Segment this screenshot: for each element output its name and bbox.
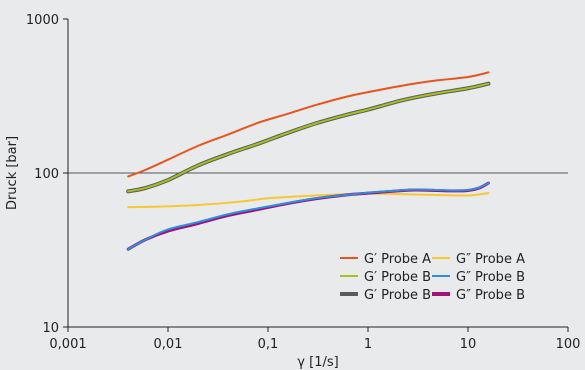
ticks-layer: 0,001 0,01 0,1 1 10 100 10 100 1000 [26,13,581,352]
legend-label-3: G′ Probe B [364,270,431,285]
x-tick-label: 0,001 [49,337,86,352]
legend: G′ Probe A G″ Probe A G′ Probe B G″ Probe B… [340,252,525,303]
y-tick-label: 1000 [26,13,59,28]
x-tick-label: 0,01 [154,337,183,352]
y-tick-label: 100 [34,167,59,182]
x-axis-label: γ [1/s] [297,355,338,370]
x-tick-label: 10 [460,337,477,352]
series-line-3 [126,81,491,194]
x-tick-label: 0,1 [258,337,279,352]
legend-label-5: G′ Probe B [364,288,431,303]
legend-label-1: G′ Probe A [364,252,431,267]
y-tick-label: 10 [42,321,59,336]
legend-label-6: G″ Probe B [456,288,525,303]
x-tick-label: 100 [556,337,581,352]
series-line-6 [127,182,490,251]
y-axis-label: Druck [bar] [5,136,20,210]
series-line-5 [126,181,490,251]
series-line-4 [127,82,490,193]
x-tick-label: 1 [364,337,372,352]
legend-label-2: G″ Probe A [456,252,525,267]
series-line-1 [127,71,490,178]
series-layer [126,71,491,251]
legend-label-4: G″ Probe B [456,270,525,285]
